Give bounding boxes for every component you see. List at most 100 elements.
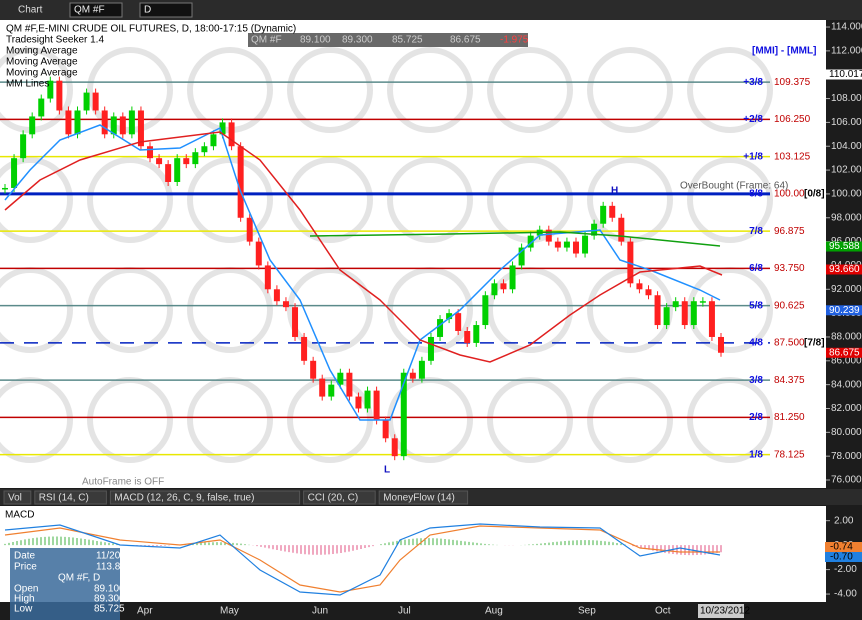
legend-entry: Moving Average [6, 46, 78, 57]
watermark [287, 267, 373, 353]
y-tick-label: 108.000 [831, 93, 862, 104]
quote-high: 89.300 [342, 35, 373, 46]
mm-line-value: 87.500 [774, 338, 805, 349]
price-badge-label: 90.239 [829, 305, 860, 316]
candle [500, 283, 507, 290]
legend-entry: MM Lines [6, 79, 49, 90]
y-tick-label: 92.000 [831, 284, 862, 295]
mm-line-label: 2/8 [749, 412, 763, 423]
mm-line-label: 1/8 [749, 449, 763, 460]
data-window-price-label: Price [14, 562, 37, 573]
candle [518, 247, 525, 266]
data-window-low: 85.725 [94, 604, 125, 615]
toolbar [0, 0, 862, 20]
candle [382, 420, 389, 439]
candle [29, 116, 36, 135]
time-label: Jun [312, 606, 328, 617]
tab[interactable] [303, 490, 376, 505]
price-badge-label: 86.675 [829, 347, 860, 358]
legend-entry: Moving Average [6, 68, 78, 79]
candle [147, 146, 154, 159]
candle [618, 217, 625, 242]
candle [11, 158, 18, 188]
price-badge [826, 264, 862, 275]
candle [509, 265, 516, 290]
period-box[interactable] [139, 2, 193, 18]
candle [264, 265, 271, 290]
symbol-box[interactable] [69, 2, 123, 18]
candle [418, 360, 425, 379]
price-badge-label: 95.588 [829, 241, 860, 252]
indicator-tabs: Vol RSI (14, C) MACD (12, 26, C, 9, false,… [3, 490, 469, 505]
candle [210, 134, 217, 147]
tab-label[interactable]: MoneyFlow (14) [383, 493, 455, 504]
tab[interactable] [378, 490, 469, 505]
candle [464, 331, 471, 343]
mm-line-value: 100.00 [774, 189, 805, 200]
watermark [287, 157, 373, 243]
watermark [687, 47, 773, 133]
y-tick-label: 88.000 [831, 332, 862, 343]
data-window-open-label: Open [14, 584, 38, 595]
candle [364, 390, 371, 409]
tab-label[interactable]: RSI (14, C) [39, 493, 89, 504]
candle [246, 217, 253, 242]
mm-line-value: 106.250 [774, 114, 811, 125]
candle [92, 92, 99, 111]
watermark [387, 47, 473, 133]
candle [681, 301, 688, 326]
tab-label[interactable]: CCI (20, C) [308, 493, 359, 504]
time-label: Aug [485, 606, 503, 617]
macd-title: MACD [5, 510, 34, 521]
candle [609, 205, 616, 218]
candle [237, 146, 244, 218]
candle [282, 301, 289, 308]
y-tick-label: 80.000 [831, 427, 862, 438]
price-badge [826, 69, 862, 80]
tab[interactable] [34, 490, 107, 505]
y-tick-label: 114.000 [831, 22, 862, 33]
mm-line-value: 90.625 [774, 300, 805, 311]
y-tick-label: 84.000 [831, 379, 862, 390]
low-marker: L [384, 465, 390, 476]
tab[interactable] [109, 490, 301, 505]
candle [219, 122, 226, 135]
price-badge [826, 241, 862, 252]
candle [101, 110, 108, 135]
macd-plot [0, 506, 826, 602]
symbol[interactable]: QM #F [74, 5, 105, 16]
quote-change: -1.975 [500, 35, 529, 46]
tab[interactable] [3, 490, 32, 505]
candle [337, 372, 344, 385]
autoframe-label: AutoFrame is OFF [82, 477, 164, 488]
candle [47, 80, 54, 99]
y-tick-label: 78.000 [831, 451, 862, 462]
toolbar-title: Chart [18, 5, 43, 16]
y-tick-label: 86.000 [831, 355, 862, 366]
candle [20, 134, 27, 159]
candle [346, 372, 353, 397]
candle [527, 235, 534, 248]
candle [74, 110, 81, 135]
time-label: Apr [137, 606, 153, 617]
legend: QM #F,E-MINI CRUDE OIL FUTURES, D, 18:00… [6, 24, 296, 90]
candle [491, 283, 498, 296]
candle [718, 336, 724, 353]
data-window-high: 89.300 [94, 594, 125, 605]
watermark [0, 157, 73, 243]
candle [427, 336, 434, 361]
mm-line-label: 7/8 [749, 226, 763, 237]
candle [319, 378, 326, 397]
candle [165, 164, 172, 182]
candle [228, 122, 235, 147]
quote-last: 86.675 [450, 35, 481, 46]
candle [128, 110, 135, 135]
watermark [187, 267, 273, 353]
period[interactable]: D [144, 5, 151, 16]
y-tick-label: 102.000 [831, 165, 862, 176]
tab-label[interactable]: Vol [8, 493, 22, 504]
mm-line-label: 4/8 [749, 338, 763, 349]
tab-label[interactable]: MACD (12, 26, C, 9, false, true) [114, 493, 254, 504]
